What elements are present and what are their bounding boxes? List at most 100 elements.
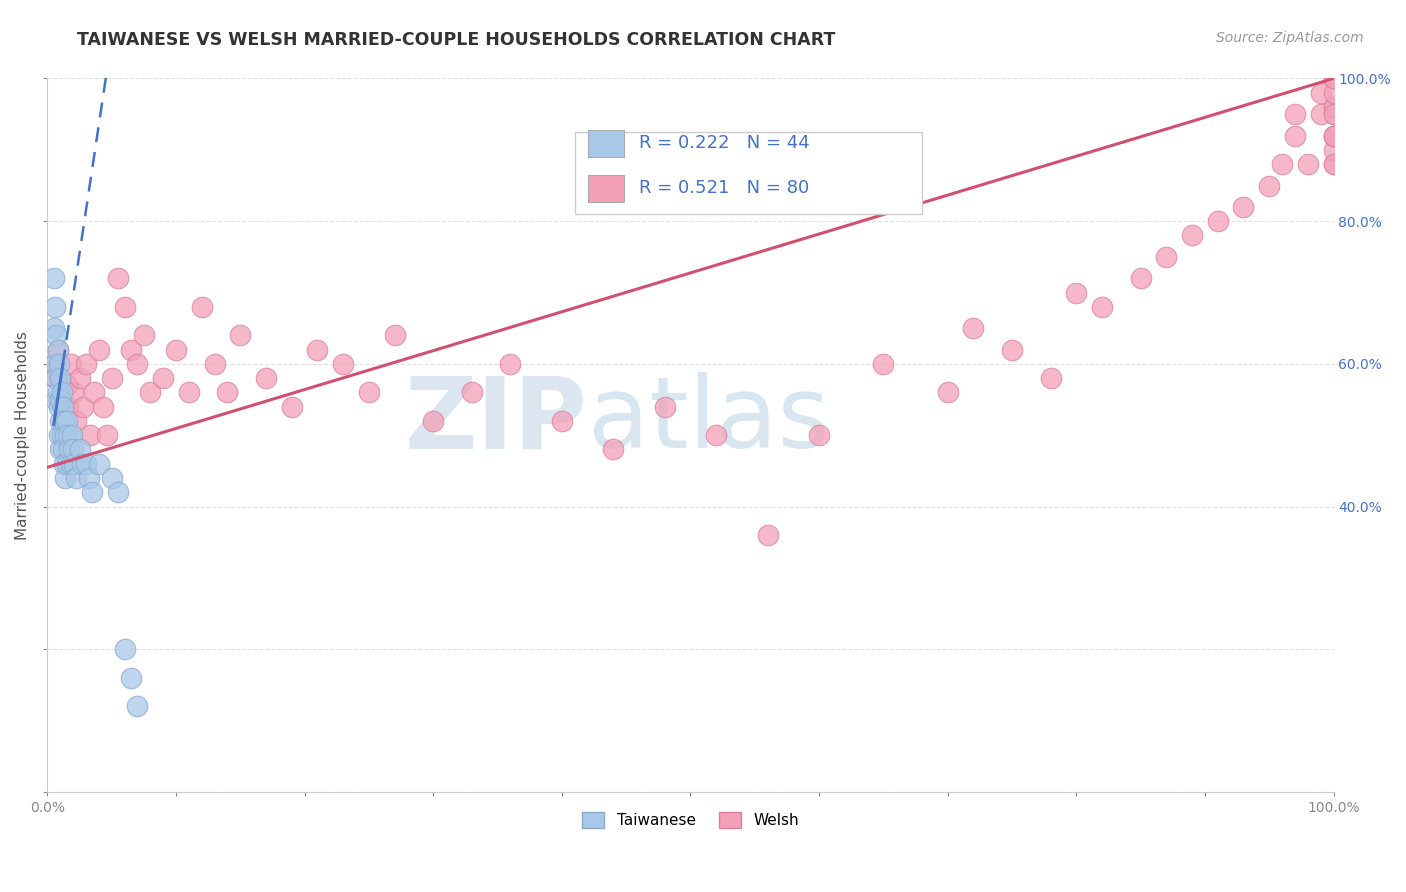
Point	[114, 642, 136, 657]
Point	[72, 400, 94, 414]
Point	[70, 457, 93, 471]
Y-axis label: Married-couple Households: Married-couple Households	[15, 331, 30, 540]
Point	[499, 357, 522, 371]
Text: ZIP: ZIP	[405, 373, 588, 469]
Point	[46, 343, 69, 357]
Point	[60, 428, 83, 442]
FancyBboxPatch shape	[588, 130, 623, 157]
Point	[58, 442, 80, 457]
Point	[53, 471, 76, 485]
Point	[704, 428, 727, 442]
Point	[65, 414, 87, 428]
Point	[51, 428, 73, 442]
Point	[48, 357, 70, 371]
Text: Source: ZipAtlas.com: Source: ZipAtlas.com	[1216, 31, 1364, 45]
Point	[872, 357, 894, 371]
Point	[100, 371, 122, 385]
Point	[114, 300, 136, 314]
Point	[1322, 157, 1344, 171]
Point	[51, 385, 73, 400]
Point	[75, 457, 97, 471]
Point	[1039, 371, 1062, 385]
Point	[59, 457, 82, 471]
Point	[48, 392, 70, 407]
Point	[280, 400, 302, 414]
Point	[63, 457, 86, 471]
Point	[1322, 86, 1344, 100]
Point	[1322, 107, 1344, 121]
Point	[1271, 157, 1294, 171]
Point	[83, 385, 105, 400]
Point	[936, 385, 959, 400]
Point	[49, 371, 72, 385]
Point	[127, 699, 149, 714]
Point	[56, 400, 79, 414]
FancyBboxPatch shape	[588, 175, 623, 202]
Point	[127, 357, 149, 371]
Point	[49, 414, 72, 428]
FancyBboxPatch shape	[575, 132, 922, 214]
Point	[229, 328, 252, 343]
Point	[962, 321, 984, 335]
Point	[52, 414, 75, 428]
Point	[1129, 271, 1152, 285]
Point	[1296, 157, 1319, 171]
Point	[46, 385, 69, 400]
Point	[1322, 128, 1344, 143]
Point	[1206, 214, 1229, 228]
Point	[204, 357, 226, 371]
Point	[52, 442, 75, 457]
Point	[49, 442, 72, 457]
Point	[120, 671, 142, 685]
Point	[53, 428, 76, 442]
Point	[87, 343, 110, 357]
Point	[100, 471, 122, 485]
Point	[1232, 200, 1254, 214]
Point	[1322, 128, 1344, 143]
Point	[307, 343, 329, 357]
Point	[1322, 100, 1344, 114]
Point	[62, 442, 84, 457]
Point	[152, 371, 174, 385]
Point	[55, 378, 77, 392]
Point	[551, 414, 574, 428]
Point	[107, 485, 129, 500]
Point	[44, 371, 66, 385]
Point	[422, 414, 444, 428]
Point	[384, 328, 406, 343]
Point	[1322, 71, 1344, 86]
Point	[96, 428, 118, 442]
Point	[69, 442, 91, 457]
Point	[69, 371, 91, 385]
Point	[53, 414, 76, 428]
Point	[1322, 128, 1344, 143]
Point	[44, 300, 66, 314]
Point	[1322, 71, 1344, 86]
Point	[45, 392, 67, 407]
Point	[165, 343, 187, 357]
Point	[45, 371, 67, 385]
Point	[87, 457, 110, 471]
Point	[1001, 343, 1024, 357]
Point	[107, 271, 129, 285]
Point	[55, 457, 77, 471]
Point	[132, 328, 155, 343]
Point	[42, 321, 65, 335]
Point	[1181, 228, 1204, 243]
Point	[1322, 143, 1344, 157]
Point	[1091, 300, 1114, 314]
Point	[1322, 157, 1344, 171]
Point	[55, 414, 77, 428]
Point	[808, 428, 831, 442]
Point	[1309, 86, 1331, 100]
Point	[357, 385, 380, 400]
Point	[1322, 107, 1344, 121]
Text: R = 0.222   N = 44: R = 0.222 N = 44	[638, 135, 810, 153]
Point	[332, 357, 354, 371]
Legend: Taiwanese, Welsh: Taiwanese, Welsh	[575, 806, 806, 834]
Point	[139, 385, 162, 400]
Point	[1284, 107, 1306, 121]
Point	[56, 428, 79, 442]
Point	[654, 400, 676, 414]
Text: R = 0.521   N = 80: R = 0.521 N = 80	[638, 179, 810, 197]
